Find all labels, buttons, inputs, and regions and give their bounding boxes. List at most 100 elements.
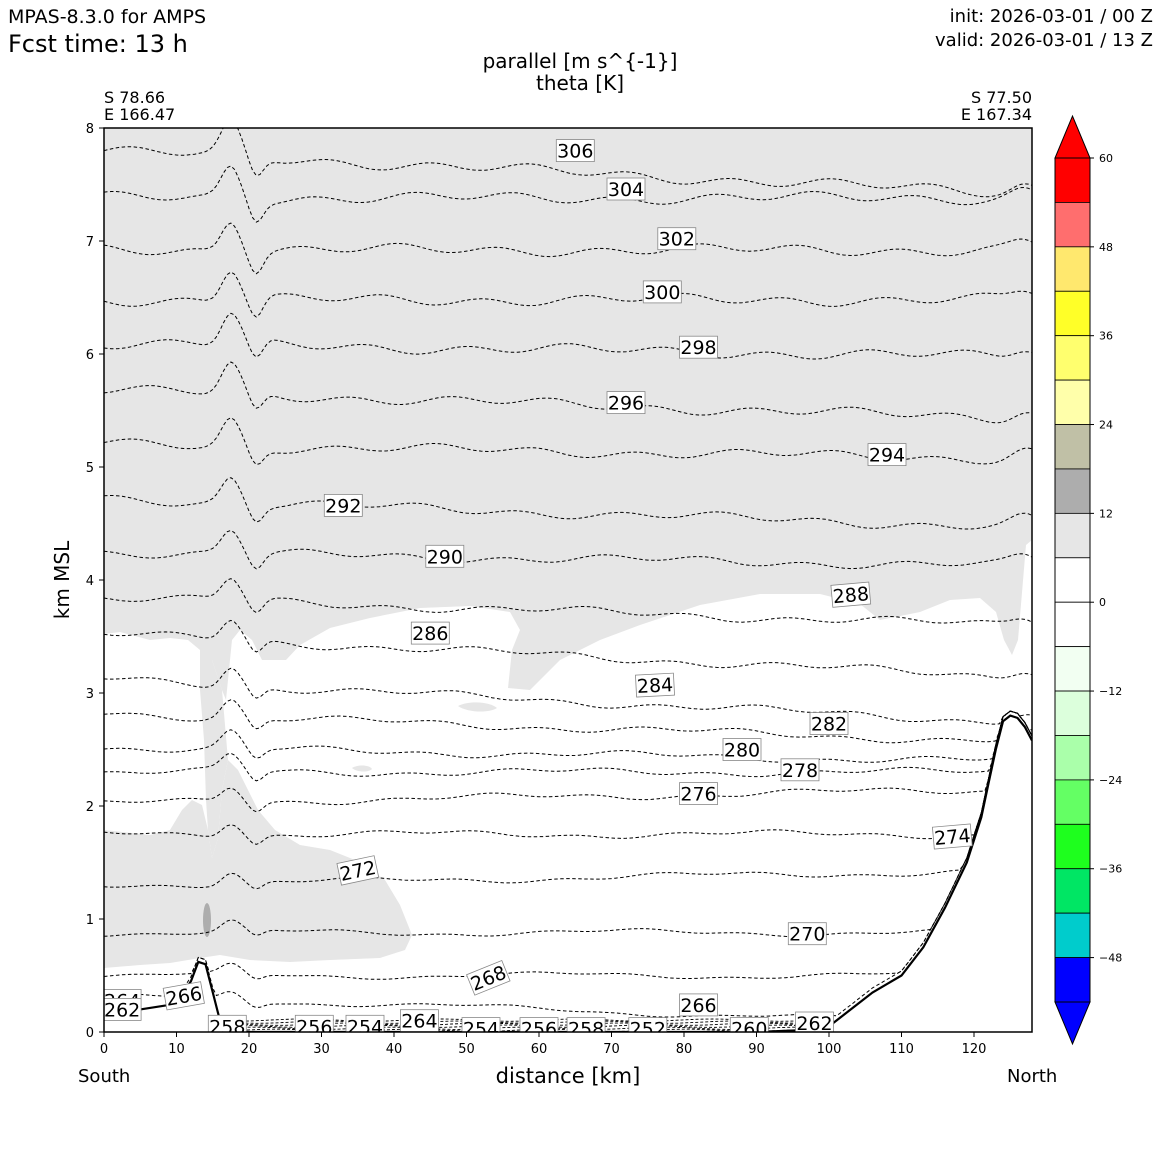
contour-label-box [336, 855, 380, 886]
contour-label-box [104, 998, 142, 1021]
y-tick-label: 7 [86, 235, 94, 250]
theta-contours [104, 128, 1032, 1018]
theta-contour-276 [104, 710, 1032, 813]
colorbar: 60 48 36 24 12 0 −12 −24 −36 −48 [1054, 114, 1122, 1046]
wind-shading-spot [352, 765, 372, 772]
theta-contour-280 [104, 710, 1032, 763]
theta-contour-304 [104, 165, 1032, 223]
colorbar-extend-max [1054, 114, 1091, 159]
theta-contour-292 [104, 477, 1032, 530]
colorbar-segment [1054, 202, 1091, 248]
contour-label-box [323, 493, 363, 517]
contour-label-box [931, 823, 973, 850]
theta-contour-286 [104, 619, 1032, 679]
contour-label: 300 [642, 280, 682, 304]
contour-label-text: 302 [659, 229, 695, 251]
contour-label-text: 298 [680, 337, 716, 359]
south-label: South [78, 1066, 131, 1087]
contour-label-text: 296 [608, 393, 644, 415]
contour-label-text: 266 [680, 995, 716, 1017]
contour-label: 258 [566, 1017, 606, 1041]
y-axis: 0 1 2 3 4 5 6 7 8 [86, 122, 104, 1041]
wind-shading-layer: 306 304 302 300 298 296 294 292 290 288 286 284 282 2… [104, 128, 1032, 1041]
x-tick-label: 120 [962, 1042, 987, 1057]
contour-label-box [679, 993, 718, 1017]
contour-label: 262 [795, 1011, 834, 1035]
right-end-longitude: E 167.34 [960, 105, 1032, 124]
theta-contour-272 [104, 710, 1032, 890]
left-end-longitude: E 166.47 [104, 105, 176, 124]
contour-label-text: 288 [832, 583, 870, 608]
x-tick-label: 40 [386, 1042, 403, 1057]
colorbar-segment [1054, 335, 1091, 381]
y-tick-label: 3 [86, 687, 94, 702]
contour-label: 258 [207, 1014, 247, 1032]
wind-shading-core [203, 903, 211, 937]
contour-label-box [466, 959, 511, 996]
y-tick-label: 4 [86, 574, 94, 589]
x-tick-label: 30 [313, 1042, 330, 1057]
y-tick-label: 8 [86, 122, 94, 137]
model-name: MPAS-8.3.0 for AMPS [8, 6, 207, 28]
forecast-time: Fcst time: 13 h [8, 30, 188, 58]
contour-label: 276 [679, 782, 718, 806]
contour-label-text: 260 [731, 1019, 767, 1041]
x-tick-label: 90 [748, 1042, 765, 1057]
y-tick-label: 0 [86, 1026, 94, 1041]
contour-label: 304 [606, 177, 646, 201]
colorbar-segment [1054, 690, 1091, 736]
wind-shading-column [200, 640, 228, 858]
colorbar-segment [1054, 868, 1091, 914]
colorbar-segment [1054, 735, 1091, 781]
contour-label: 262 [104, 998, 142, 1021]
contour-label-box [555, 139, 595, 163]
contour-label: 266 [679, 993, 718, 1017]
contour-label-box [635, 672, 675, 698]
x-tick-label: 60 [531, 1042, 548, 1057]
theta-contour-268 [104, 710, 1032, 980]
contour-label: 252 [628, 1017, 668, 1041]
contour-label: 256 [294, 1014, 334, 1032]
x-tick-label: 10 [168, 1042, 185, 1057]
contour-label-box [566, 1017, 606, 1032]
contour-label-text: 284 [636, 674, 673, 698]
contour-label-text: 252 [630, 1019, 666, 1041]
contour-label-box [207, 1014, 247, 1032]
left-end-latitude: S 78.66 [104, 88, 166, 107]
theta-contour-290 [104, 529, 1032, 570]
contour-label-text: 258 [568, 1019, 604, 1041]
colorbar-segment [1054, 957, 1091, 1003]
x-axis-label: distance [km] [495, 1064, 641, 1088]
y-tick-label: 5 [86, 461, 94, 476]
contour-label-box [679, 782, 718, 805]
x-tick-label: 0 [100, 1042, 108, 1057]
theta-contour-302 [104, 222, 1032, 275]
colorbar-tick-label: 48 [1099, 241, 1113, 254]
contour-label: 274 [931, 823, 973, 850]
colorbar-segment [1054, 290, 1091, 337]
contour-label-text: 286 [412, 623, 448, 645]
x-tick-label: 70 [603, 1042, 620, 1057]
theta-contour-298 [104, 312, 1032, 360]
contour-labels: 306 304 302 300 298 296 294 292 290 288 286 284 282 2… [104, 139, 973, 1041]
contour-label: 296 [606, 391, 646, 415]
contour-label-box [795, 1011, 834, 1032]
colorbar-tick-label: 0 [1099, 596, 1106, 609]
colorbar-tick-label: 12 [1099, 507, 1113, 520]
contour-label: 280 [722, 738, 762, 762]
contour-label-text: 276 [680, 784, 716, 806]
contour-label: 282 [809, 712, 849, 736]
x-axis: 0 10 20 30 40 50 60 70 80 90 100 110 120 [100, 1032, 987, 1057]
theta-contour-300 [104, 271, 1032, 318]
contour-label-text: 274 [933, 825, 971, 850]
colorbar-segment [1054, 779, 1091, 825]
colorbar-tick-label: 60 [1099, 152, 1113, 165]
contour-label: 290 [425, 544, 465, 568]
contour-label-text: 262 [796, 1013, 832, 1035]
y-tick-label: 6 [86, 348, 94, 363]
contour-label-box [657, 227, 697, 251]
colorbar-tick-label: −12 [1099, 685, 1122, 698]
contour-label-text: 282 [811, 714, 847, 736]
colorbar-tick-label: 24 [1099, 419, 1113, 432]
contour-label-box [461, 1017, 501, 1032]
